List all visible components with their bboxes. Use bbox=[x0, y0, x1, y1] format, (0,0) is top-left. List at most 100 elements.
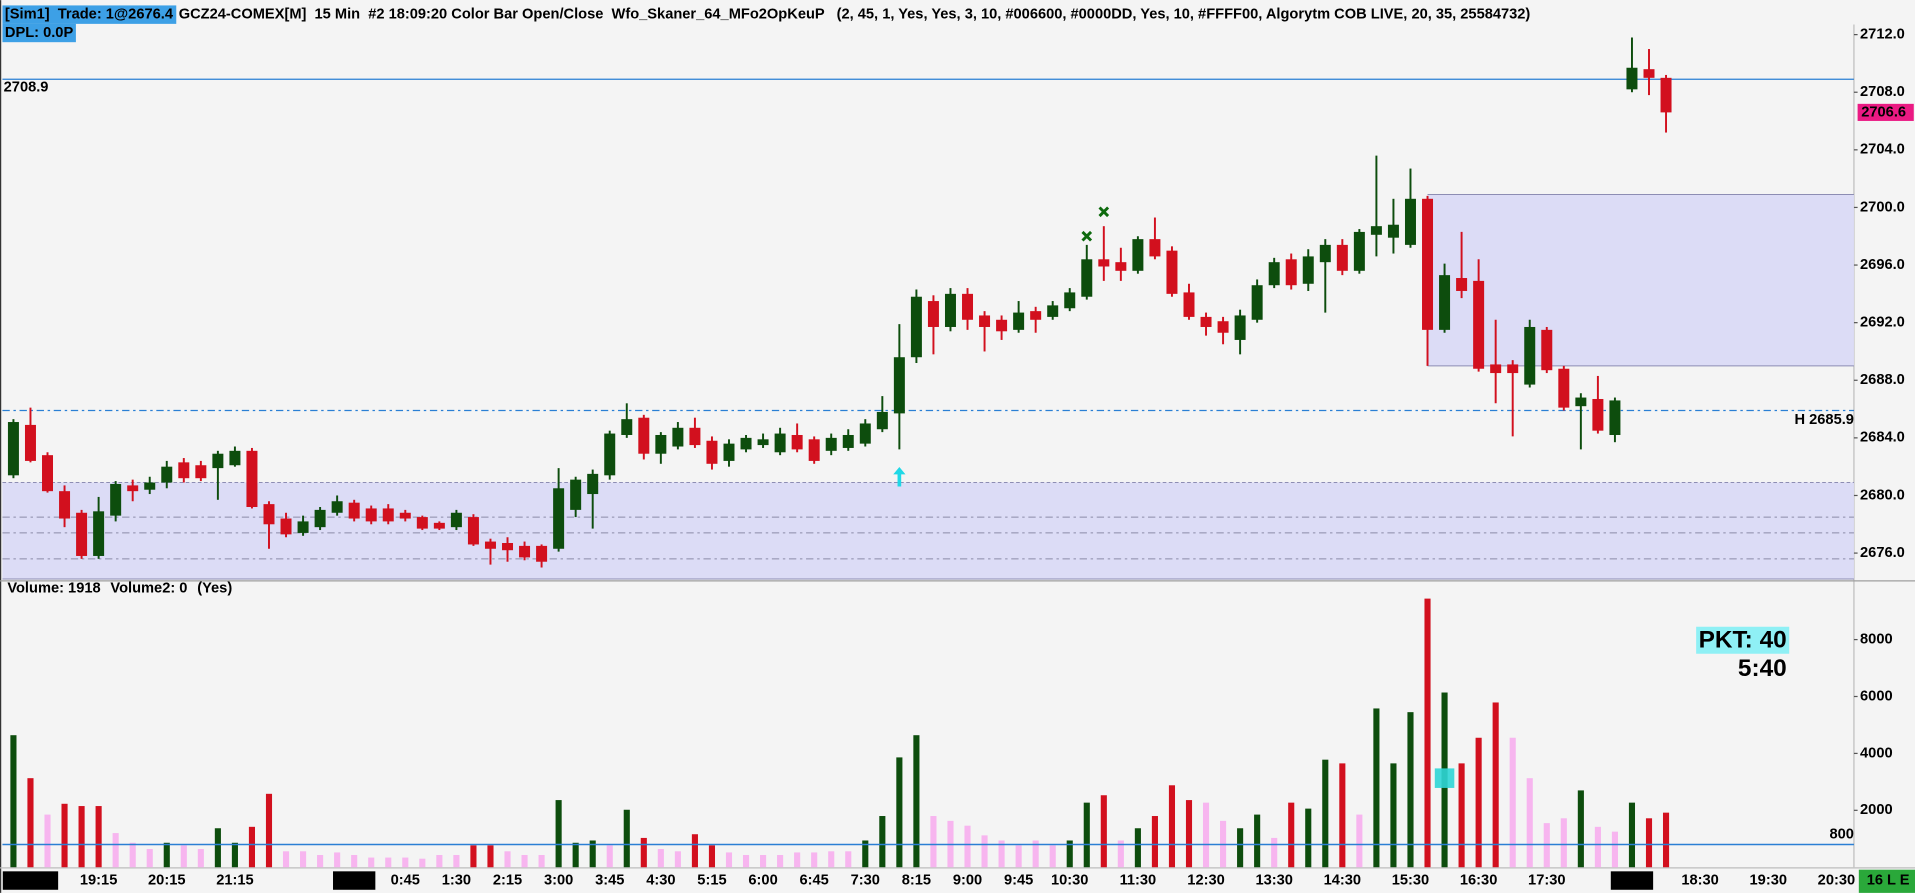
volume-bar bbox=[1134, 828, 1141, 868]
volume-bar bbox=[930, 816, 937, 868]
label-background bbox=[1610, 871, 1654, 890]
candle-body bbox=[467, 517, 479, 545]
annotation: PKT: 40 bbox=[1699, 627, 1787, 654]
candle-body bbox=[791, 434, 803, 450]
candle-body bbox=[1507, 364, 1519, 374]
y-tick-label: 2700.0 bbox=[1860, 199, 1905, 215]
candle-body bbox=[1353, 231, 1365, 271]
volume-bar bbox=[470, 845, 477, 868]
volume-bar bbox=[419, 858, 426, 868]
label-background bbox=[2, 5, 177, 24]
candle-body bbox=[93, 511, 105, 556]
volume-bar bbox=[1237, 828, 1244, 868]
candle-body bbox=[587, 473, 599, 495]
candle-body bbox=[212, 453, 224, 469]
volume-bar bbox=[828, 851, 835, 868]
candle-body bbox=[110, 483, 122, 516]
volume-bar bbox=[78, 806, 85, 868]
zone bbox=[1427, 194, 1854, 366]
candle-body bbox=[178, 462, 190, 479]
x-tick-label: 19:30 bbox=[1750, 873, 1787, 889]
volume-bar bbox=[317, 855, 324, 868]
x-tick-label: 5:15 bbox=[697, 873, 726, 889]
x-tick-label: 6:00 bbox=[748, 873, 777, 889]
volume-bar bbox=[61, 803, 68, 868]
label-background bbox=[2, 871, 59, 890]
candle-body bbox=[1132, 239, 1144, 271]
x-tick-label: 1:30 bbox=[442, 873, 471, 889]
x-tick-label: 9:45 bbox=[1004, 873, 1033, 889]
volume-bar bbox=[180, 845, 187, 868]
candle-body bbox=[1149, 239, 1161, 257]
y-tick-label: 2000 bbox=[1860, 802, 1893, 818]
x-tick-label: 10-17 bbox=[1613, 873, 1650, 889]
candle-body bbox=[1643, 69, 1655, 78]
volume-bar bbox=[623, 809, 630, 868]
candle-body bbox=[1404, 198, 1416, 245]
label-background bbox=[2, 23, 76, 43]
x-marker bbox=[1081, 230, 1093, 242]
candle-body bbox=[76, 512, 88, 556]
y-tick-label: 2676.0 bbox=[1860, 545, 1905, 561]
x-tick-label: 6:45 bbox=[800, 873, 829, 889]
volume-bar bbox=[1185, 800, 1193, 868]
dpl-label: DPL: 0.0P bbox=[5, 25, 74, 41]
x-tick-label: 17:30 bbox=[1528, 873, 1565, 889]
candle-body bbox=[1115, 262, 1127, 271]
volume-bar bbox=[1526, 778, 1533, 868]
x-tick-label: 21:15 bbox=[216, 873, 253, 889]
zone bbox=[2, 482, 1854, 580]
candle-body bbox=[263, 504, 275, 525]
candle-body bbox=[740, 437, 752, 450]
x-tick-label: 4-10-15 bbox=[5, 873, 55, 889]
candle-body bbox=[1660, 77, 1672, 113]
y-tick-label: 2688.0 bbox=[1860, 372, 1905, 388]
volume-bar bbox=[368, 857, 375, 868]
candle-body bbox=[331, 501, 343, 513]
x-tick-label: 20:30 bbox=[1818, 873, 1855, 889]
threshold-label: 800 bbox=[1829, 827, 1853, 843]
volume-bar bbox=[845, 851, 852, 868]
x-tick-label: 3:45 bbox=[595, 873, 624, 889]
arrow-marker bbox=[893, 466, 906, 487]
x-marker bbox=[1098, 206, 1110, 218]
candle-body bbox=[484, 541, 496, 549]
volume-bar bbox=[1015, 845, 1022, 868]
volume-bar bbox=[453, 855, 460, 868]
volume-bar bbox=[640, 837, 647, 868]
account-label: [Sim1] Trade: 1@2676.4 bbox=[5, 7, 174, 23]
volume-bar bbox=[1645, 818, 1653, 868]
candle-body bbox=[1319, 244, 1331, 263]
volume-bar bbox=[1083, 802, 1090, 868]
status-background bbox=[1858, 869, 1915, 893]
candle-body bbox=[1609, 400, 1621, 435]
candle-body bbox=[1558, 368, 1570, 408]
price-line-label: 2708.9 bbox=[4, 80, 49, 96]
volume-bar bbox=[1577, 790, 1584, 868]
volume-bar bbox=[504, 851, 511, 868]
y-tick-label: 2692.0 bbox=[1860, 315, 1905, 331]
candle-body bbox=[1268, 262, 1280, 286]
volume-bar bbox=[402, 857, 409, 868]
candle-body bbox=[7, 422, 19, 476]
volume-bar bbox=[1151, 816, 1158, 868]
candle-body bbox=[382, 508, 394, 522]
volume-bar bbox=[1168, 785, 1176, 868]
volume-bar bbox=[1373, 708, 1380, 868]
volume-bar bbox=[760, 855, 767, 868]
candle-body bbox=[1524, 326, 1536, 385]
volume-bar bbox=[1407, 712, 1414, 868]
candle-body bbox=[962, 293, 974, 320]
legend-entry: Volume2: 0 bbox=[110, 581, 187, 597]
last-price-label: 2706.6 bbox=[1861, 104, 1906, 120]
volume-bar bbox=[981, 835, 988, 868]
candle-body bbox=[24, 424, 36, 461]
legend-entry: Volume: 1918 bbox=[7, 581, 100, 597]
x-tick-label: 16:30 bbox=[1460, 873, 1497, 889]
volume-bar bbox=[1032, 840, 1039, 868]
candle-body bbox=[1166, 250, 1178, 294]
volume-bar bbox=[214, 828, 221, 868]
candle-body bbox=[1387, 224, 1399, 238]
candle-body bbox=[638, 417, 650, 454]
